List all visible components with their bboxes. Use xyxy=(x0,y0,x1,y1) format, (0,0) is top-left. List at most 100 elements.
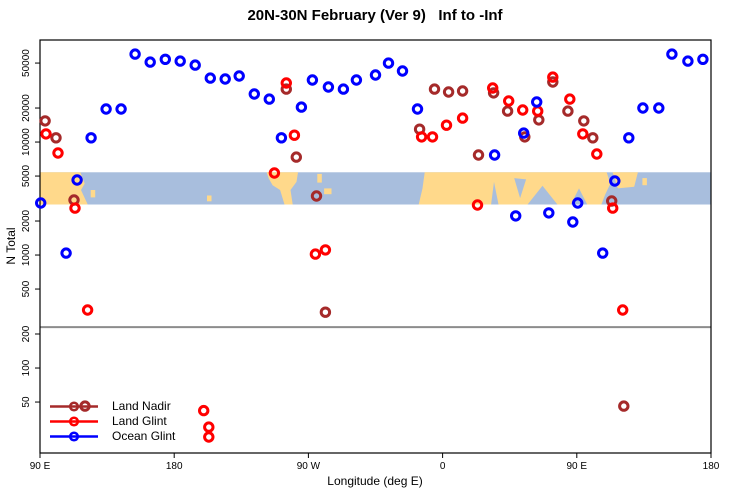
data-point xyxy=(623,132,635,144)
legend-circle xyxy=(68,416,80,427)
chart-title: 20N-30N February (Ver 9) Inf to -Inf xyxy=(247,7,503,24)
legend: Land Nadir Land Glint Ocean Glint xyxy=(48,399,175,444)
y-tick-label: 50 xyxy=(21,396,32,408)
data-point xyxy=(159,53,172,65)
map-water xyxy=(491,181,499,205)
data-point xyxy=(129,48,141,60)
data-point xyxy=(198,404,210,417)
y-tick-label: 500 xyxy=(21,280,32,297)
data-point xyxy=(415,131,428,143)
data-point xyxy=(488,149,501,161)
data-point xyxy=(609,175,621,187)
data-point xyxy=(350,74,363,86)
y-tick-label: 200 xyxy=(21,325,32,342)
data-point xyxy=(618,400,630,412)
x-tick-label: 180 xyxy=(166,461,183,472)
map-water xyxy=(514,178,527,199)
data-point xyxy=(510,210,522,222)
map-land xyxy=(266,172,298,205)
series-ocean-glint xyxy=(35,48,709,259)
plot-border xyxy=(39,39,712,454)
data-point xyxy=(487,82,499,94)
data-point xyxy=(233,70,245,82)
data-point xyxy=(280,77,292,89)
map-land xyxy=(418,172,611,205)
data-point xyxy=(144,56,156,68)
data-point xyxy=(440,119,453,131)
data-point xyxy=(369,69,382,81)
data-point xyxy=(532,105,544,117)
data-point xyxy=(115,103,127,115)
data-point xyxy=(309,248,322,260)
x-tick-label: 90 E xyxy=(30,461,51,472)
map-water xyxy=(527,185,558,205)
x-tick-label: 180 xyxy=(703,461,720,472)
data-point xyxy=(666,48,678,60)
legend-circle xyxy=(68,431,80,442)
y-tick-label: 5000 xyxy=(21,164,32,187)
data-point xyxy=(203,431,215,443)
data-point xyxy=(543,207,555,219)
legend-item-ocean-glint: Ocean Glint xyxy=(48,429,175,444)
data-point xyxy=(428,83,441,95)
x-tick-label: 90 W xyxy=(297,461,321,472)
map-land xyxy=(317,173,322,183)
data-point xyxy=(290,151,302,163)
land-glint-marker-icon xyxy=(50,416,98,427)
map-land xyxy=(324,188,332,195)
x-tick-label: 0 xyxy=(440,461,446,472)
legend-item-land-glint: Land Glint xyxy=(48,414,175,429)
data-point xyxy=(310,190,323,202)
y-tick-label: 2000 xyxy=(21,209,32,232)
series-land-nadir xyxy=(39,76,630,412)
y-tick-label: 100 xyxy=(21,359,32,376)
data-point xyxy=(607,202,619,214)
data-point xyxy=(456,85,469,97)
map-land xyxy=(207,195,212,202)
data-point xyxy=(382,57,395,69)
legend-label-land-nadir: Land Nadir xyxy=(112,399,171,413)
x-axis-title: Longitude (deg E) xyxy=(327,474,423,488)
data-point xyxy=(591,148,603,160)
data-point xyxy=(531,96,543,108)
data-point xyxy=(547,71,559,83)
y-tick-label: 1000 xyxy=(21,243,32,266)
data-point xyxy=(578,115,590,127)
y-tick-label: 10000 xyxy=(21,128,32,156)
x-tick-label: 90 E xyxy=(567,461,588,472)
data-point xyxy=(40,128,52,140)
data-point xyxy=(189,59,201,71)
ocean-glint-marker-icon xyxy=(50,431,98,442)
data-point xyxy=(50,132,62,144)
map-land xyxy=(642,178,647,186)
data-point xyxy=(322,81,335,93)
data-point xyxy=(587,132,599,144)
data-point xyxy=(564,93,576,105)
data-point xyxy=(547,76,559,88)
legend-circle xyxy=(68,401,80,412)
data-point xyxy=(81,304,94,316)
data-point xyxy=(306,74,319,86)
y-tick-label: 20000 xyxy=(21,94,32,122)
data-point xyxy=(617,304,629,316)
data-point xyxy=(562,105,574,117)
data-point xyxy=(456,112,469,124)
data-point xyxy=(280,83,292,95)
data-point xyxy=(39,115,51,127)
legend-label-land-glint: Land Glint xyxy=(112,414,167,428)
data-point xyxy=(426,131,439,143)
data-point xyxy=(503,95,515,107)
data-point xyxy=(487,87,500,99)
data-point xyxy=(275,132,288,144)
legend-item-land-nadir: Land Nadir xyxy=(48,399,175,414)
data-point xyxy=(71,174,83,186)
series-land-glint xyxy=(40,71,629,443)
data-point xyxy=(411,103,424,115)
data-point xyxy=(204,72,217,84)
data-point xyxy=(567,216,579,228)
data-point xyxy=(472,149,485,161)
data-point xyxy=(517,104,529,116)
legend-label-ocean-glint: Ocean Glint xyxy=(112,429,176,443)
data-point xyxy=(295,101,308,113)
